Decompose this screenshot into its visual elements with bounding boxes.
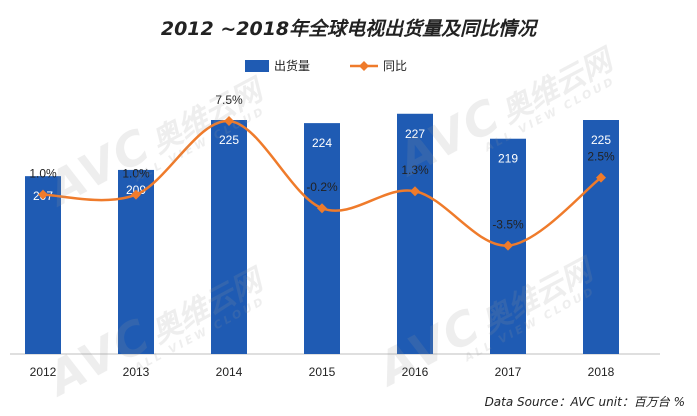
bar-value-label: 225 bbox=[591, 133, 611, 147]
bar bbox=[583, 120, 619, 354]
line-value-label: -0.2% bbox=[306, 180, 338, 194]
x-tick-label: 2012 bbox=[30, 365, 57, 379]
line-value-label: 1.0% bbox=[29, 167, 57, 181]
line-marker bbox=[503, 240, 513, 251]
legend-label: 出货量 bbox=[274, 58, 310, 73]
legend-label: 同比 bbox=[383, 59, 407, 73]
line-value-label: -3.5% bbox=[492, 218, 524, 232]
legend-marker bbox=[359, 61, 369, 71]
bar bbox=[118, 169, 154, 354]
bar-value-label: 225 bbox=[219, 133, 239, 147]
line-marker bbox=[317, 203, 327, 214]
x-tick-label: 2017 bbox=[495, 365, 522, 379]
line-value-label: 7.5% bbox=[215, 93, 243, 107]
bar bbox=[397, 113, 433, 354]
x-tick-label: 2016 bbox=[402, 365, 429, 379]
line-value-label: 2.5% bbox=[587, 150, 615, 164]
x-tick-label: 2018 bbox=[588, 365, 615, 379]
bar bbox=[25, 176, 61, 354]
line-marker bbox=[410, 186, 420, 197]
data-source-note: Data Source：AVC unit：百万台 % bbox=[484, 395, 685, 409]
x-tick-label: 2014 bbox=[216, 365, 243, 379]
bar bbox=[211, 120, 247, 354]
line-value-label: 1.3% bbox=[401, 163, 429, 177]
chart-title: 2012 ~2018年全球电视出货量及同比情况 bbox=[160, 18, 537, 40]
bar bbox=[304, 123, 340, 355]
line-marker bbox=[596, 172, 606, 183]
bar-value-label: 224 bbox=[312, 136, 332, 150]
bar-value-label: 219 bbox=[498, 152, 518, 166]
bar-value-label: 227 bbox=[405, 127, 425, 141]
x-tick-label: 2013 bbox=[123, 365, 150, 379]
line-marker bbox=[224, 116, 234, 126]
line-value-label: 1.0% bbox=[122, 167, 150, 181]
line-marker bbox=[38, 189, 48, 200]
legend-swatch-bar bbox=[245, 60, 269, 72]
x-tick-label: 2015 bbox=[309, 365, 336, 379]
line-marker bbox=[131, 189, 141, 200]
